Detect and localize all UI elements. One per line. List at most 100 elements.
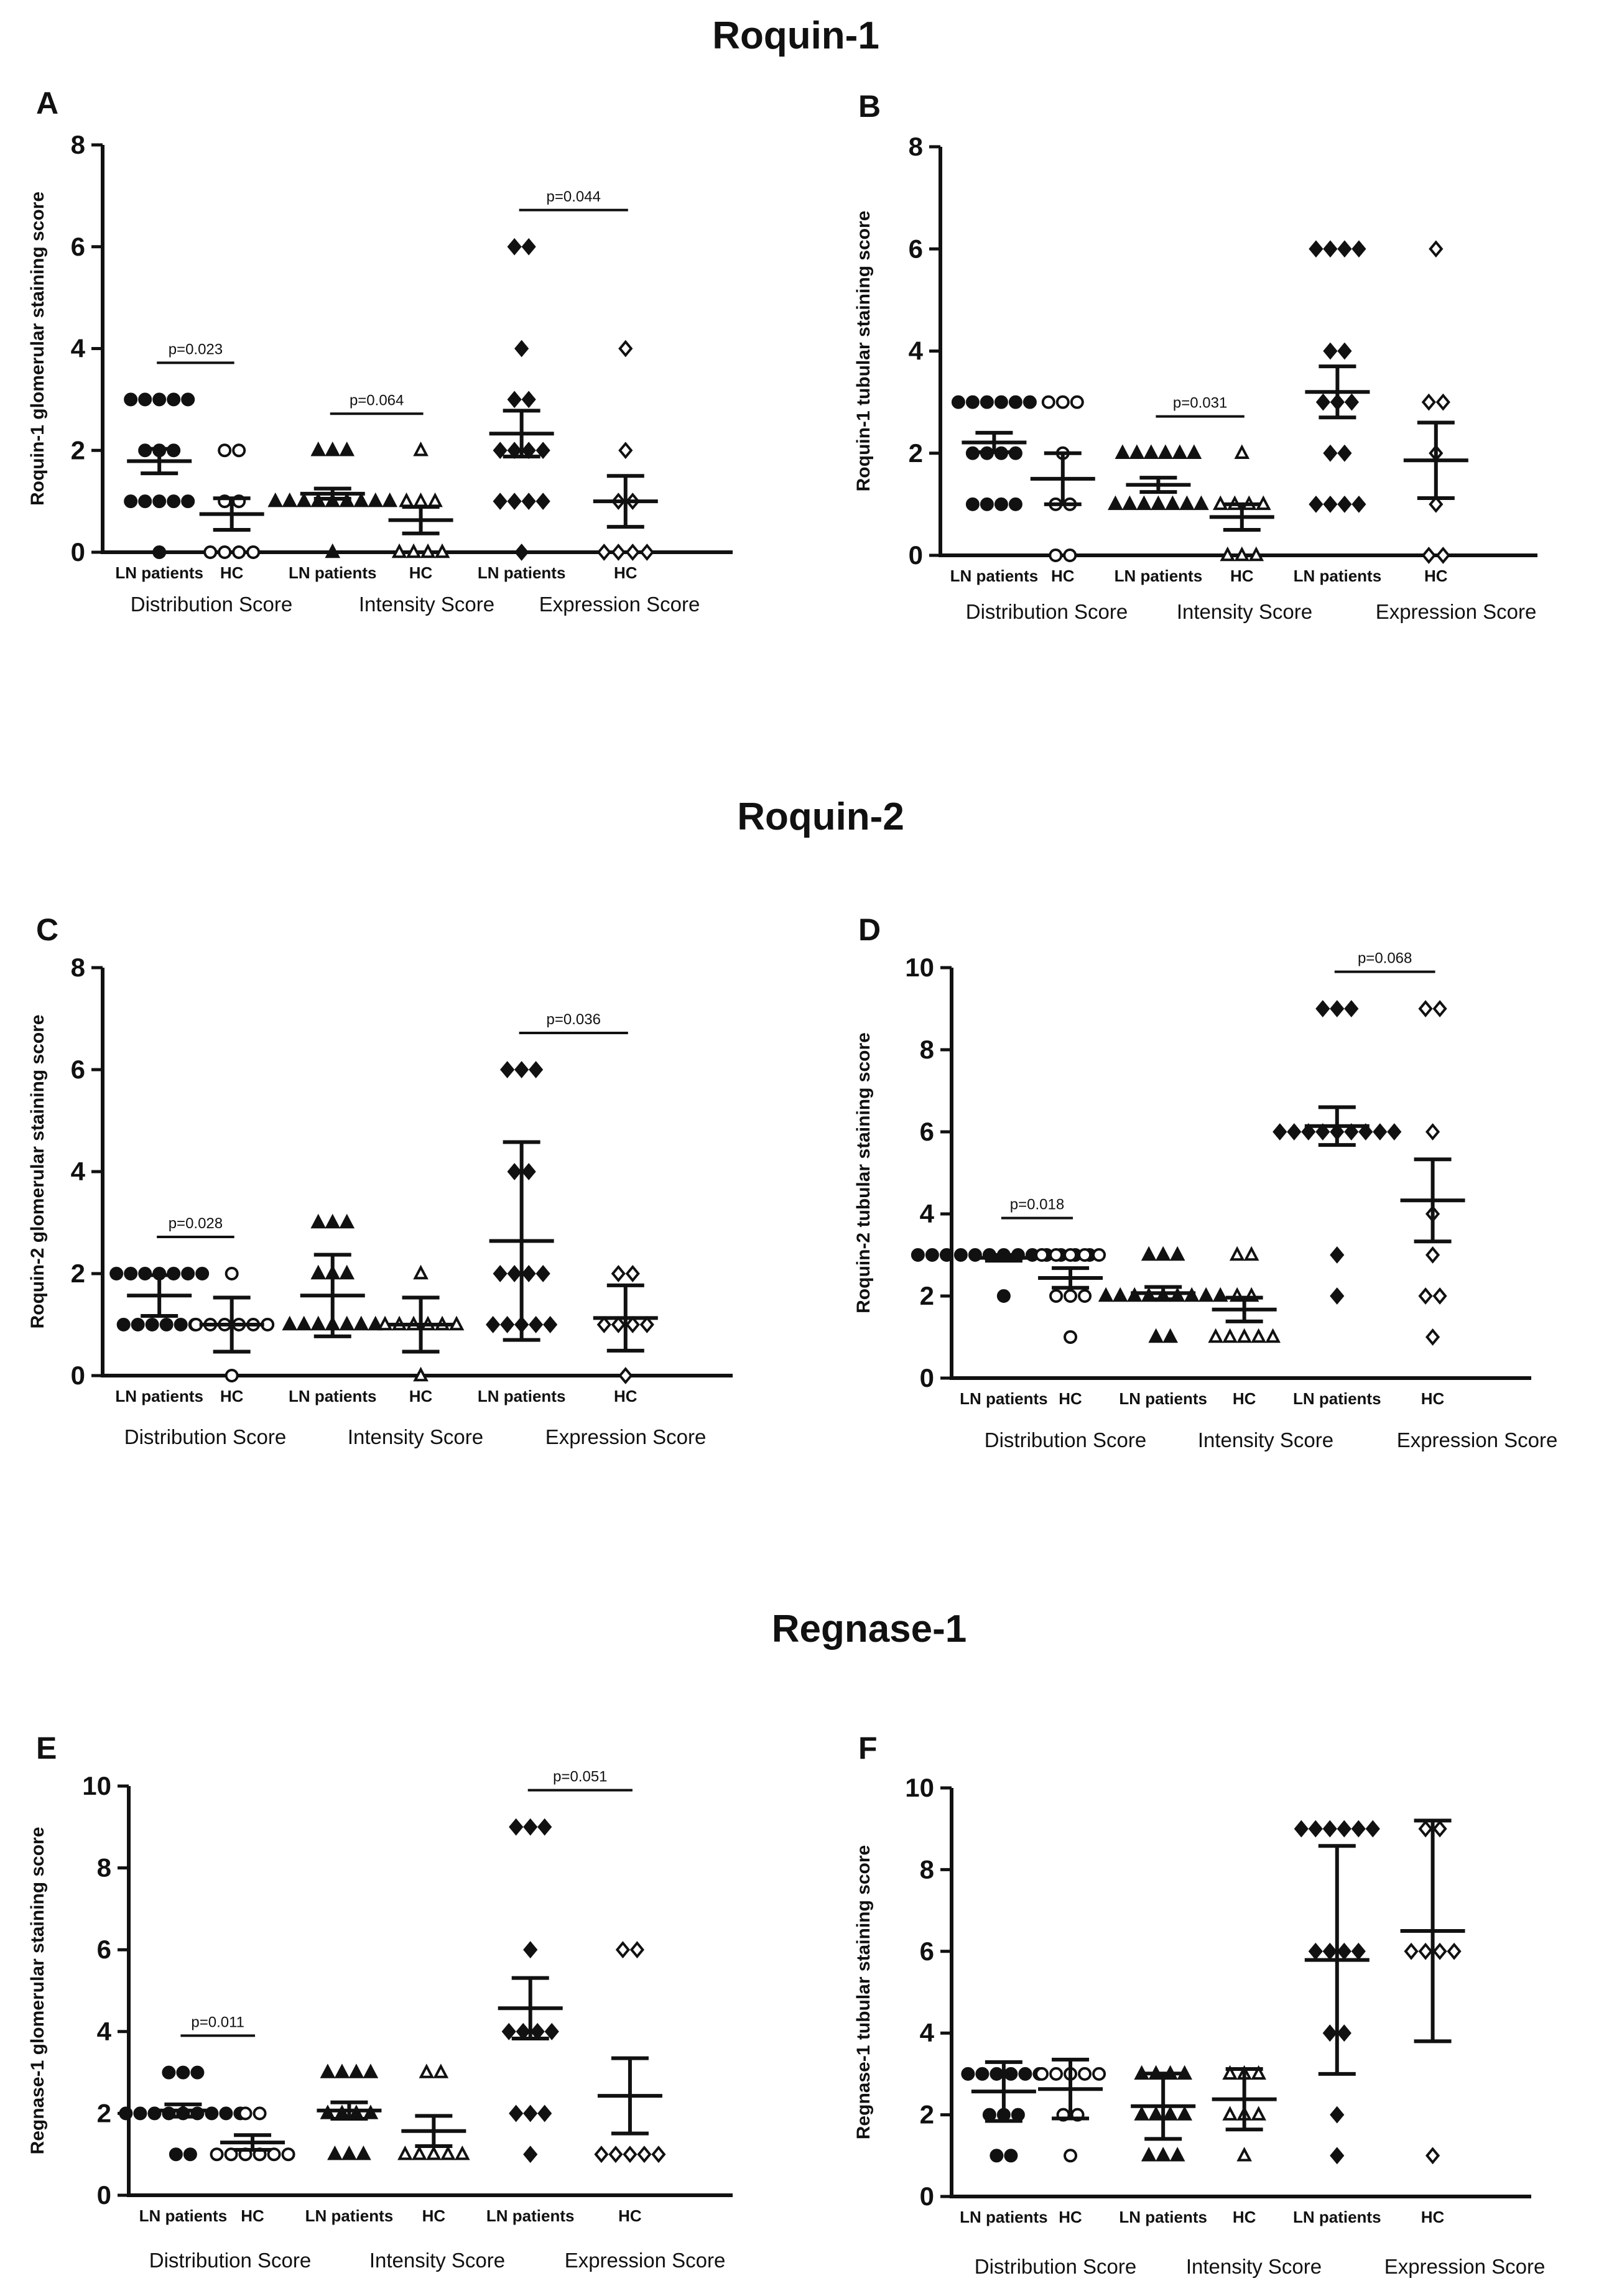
data-point — [1308, 1942, 1323, 1960]
data-point — [434, 543, 450, 558]
data-point — [1287, 1123, 1302, 1141]
panel-letter: F — [858, 1731, 878, 1766]
x-tick-label: HC — [422, 2206, 446, 2225]
data-point — [1301, 1123, 1316, 1141]
data-point — [1198, 1287, 1214, 1302]
data-point — [138, 494, 152, 509]
group-label: Distribution Score — [149, 2249, 311, 2272]
data-point — [975, 2067, 990, 2081]
data-point — [625, 1316, 640, 1333]
p-value-label: p=0.036 — [547, 1011, 601, 1028]
data-point — [1157, 444, 1174, 459]
y-tick-label: 6 — [71, 1055, 85, 1084]
panel-letter: A — [36, 86, 58, 121]
data-point — [1112, 1287, 1128, 1302]
data-point — [1351, 240, 1366, 258]
data-point — [1134, 2106, 1149, 2121]
y-tick-label: 8 — [71, 130, 85, 159]
data-point — [939, 1248, 953, 1262]
y-tick-label: 0 — [71, 1361, 85, 1390]
data-point — [521, 1163, 536, 1180]
data-point — [327, 2146, 343, 2160]
data-point — [377, 1315, 393, 1331]
x-tick-label: HC — [220, 1387, 244, 1405]
group-label: Intensity Score — [1198, 1428, 1333, 1451]
data-point — [629, 1941, 645, 1959]
x-tick-label: LN patients — [960, 1389, 1048, 1408]
section-title-roquin-2: Roquin-2 — [737, 795, 904, 838]
data-point — [412, 2146, 427, 2160]
data-point — [1122, 495, 1138, 511]
data-point — [1141, 1246, 1157, 1261]
data-point — [181, 392, 195, 407]
group-label: Expression Score — [545, 1425, 707, 1448]
data-point — [1429, 495, 1444, 513]
y-tick-label: 2 — [71, 1259, 85, 1288]
data-point — [413, 492, 429, 507]
data-point — [1063, 549, 1077, 562]
data-point — [1315, 393, 1331, 411]
data-point — [990, 2149, 1004, 2163]
x-tick-label: HC — [1233, 2208, 1256, 2226]
data-point — [639, 544, 654, 561]
data-point — [1337, 240, 1352, 258]
x-tick-label: LN patients — [960, 2208, 1048, 2226]
data-point — [225, 1267, 239, 1280]
data-point — [1064, 2149, 1078, 2163]
data-point — [1108, 495, 1123, 511]
y-tick-label: 2 — [97, 2098, 111, 2127]
data-point — [1184, 1287, 1200, 1302]
data-point — [1330, 2106, 1345, 2124]
y-tick-label: 6 — [920, 1937, 934, 1966]
data-point — [611, 1316, 626, 1333]
group-label: Intensity Score — [369, 2249, 505, 2272]
data-point — [1432, 1000, 1447, 1017]
data-point — [1308, 1820, 1323, 1838]
x-tick-label: HC — [220, 563, 244, 582]
panel-d: D Roquin-2 tubular staining score 0 2 4 6 8 10 L… — [853, 912, 1557, 1451]
x-tick-label: LN patients — [1293, 1389, 1381, 1408]
data-point — [1194, 495, 1209, 511]
x-tick-label: LN patients — [1293, 2208, 1381, 2226]
data-point — [1208, 1328, 1223, 1343]
data-point — [1155, 1246, 1171, 1261]
x-tick-label: HC — [1059, 2208, 1082, 2226]
data-point — [615, 1941, 631, 1959]
data-point — [1323, 495, 1338, 513]
y-tick-label: 10 — [905, 953, 934, 982]
data-point — [420, 543, 436, 558]
data-point — [544, 2022, 559, 2040]
data-point — [1143, 444, 1159, 459]
data-point — [523, 1941, 538, 1959]
data-point — [1236, 2147, 1252, 2162]
group-label: Distribution Score — [966, 600, 1128, 623]
data-point — [608, 2146, 623, 2164]
data-point — [1162, 2106, 1178, 2121]
data-point — [1126, 1287, 1143, 1302]
data-point — [440, 2146, 456, 2160]
data-point — [1404, 1942, 1419, 1960]
data-point — [521, 238, 536, 256]
panel-b: B Roquin-1 tubular staining score 0 2 4 6 8 LN … — [853, 89, 1537, 623]
data-point — [1035, 1248, 1049, 1262]
y-axis-label: Roquin-1 tubular staining score — [853, 211, 874, 492]
data-point — [339, 1213, 355, 1229]
data-point — [521, 1265, 536, 1282]
x-tick-label: HC — [409, 1387, 433, 1405]
data-point — [1337, 1820, 1351, 1838]
section-title-roquin-1: Roquin-1 — [712, 14, 879, 57]
data-point — [246, 545, 261, 559]
data-point — [1229, 1246, 1245, 1261]
data-point — [535, 442, 550, 460]
data-point — [1078, 2067, 1092, 2081]
data-point — [124, 392, 138, 407]
x-tick-label: HC — [1059, 1389, 1082, 1408]
data-point — [523, 1818, 538, 1836]
data-point — [1049, 2067, 1064, 2081]
y-tick-label: 6 — [97, 1935, 111, 1964]
data-point — [486, 1316, 501, 1333]
x-tick-label: LN patients — [1294, 567, 1382, 585]
data-point — [1008, 497, 1022, 511]
data-point — [596, 544, 611, 561]
data-point — [267, 492, 284, 507]
